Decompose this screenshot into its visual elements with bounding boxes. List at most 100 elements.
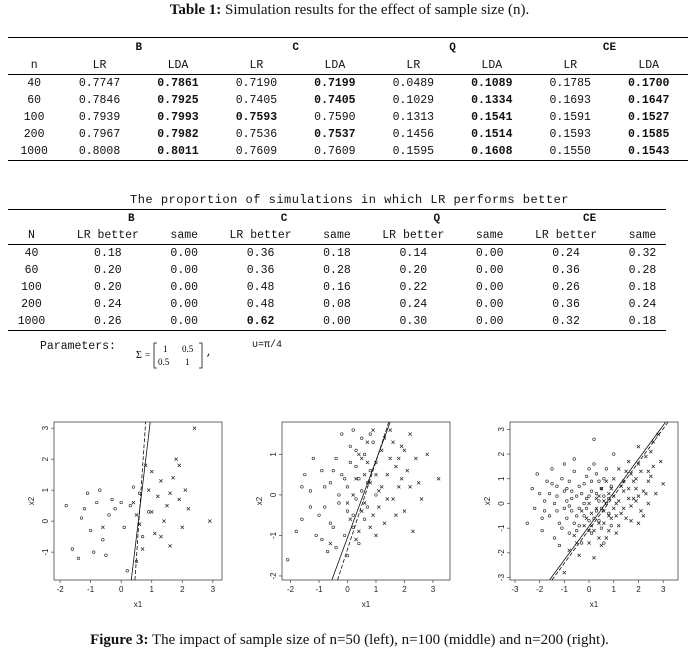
plot-frame <box>281 421 451 581</box>
data-point-cross <box>168 491 172 496</box>
data-point-cross <box>149 509 154 514</box>
lda-boundary-line <box>134 422 147 580</box>
data-point-circle <box>345 485 350 489</box>
data-point-cross <box>399 444 404 449</box>
data-point-circle <box>565 487 569 491</box>
scatter-plot-n200: -3 -2 -1 0 1 2 3 -3 -2 -1 0 1 2 3 x1 x2 <box>483 421 679 609</box>
data-point-cross <box>644 454 648 459</box>
data-point-circle <box>575 514 579 518</box>
x-tick-label: -1 <box>87 585 95 594</box>
table1: B C Q CE n LR LDA LR LDA LR LDA LR LDA 40 0.7747 0.7861… <box>8 37 688 161</box>
data-point-cross <box>396 484 401 489</box>
data-point-circle <box>308 489 313 493</box>
table-row: 1000 0.26 0.00 0.62 0.00 0.30 0.00 0.32 0.18 <box>8 313 666 331</box>
data-point-circle <box>345 509 350 513</box>
data-point-circle <box>323 485 327 489</box>
value-cell: 0.1585 <box>628 128 670 141</box>
data-point-circle <box>565 499 569 503</box>
value-cell: 0.14 <box>399 247 428 260</box>
data-point-circle <box>107 513 111 517</box>
table-row: 200 0.7967 0.7982 0.7536 0.7537 0.1456 0.1514 0… <box>8 126 688 143</box>
data-point-cross <box>425 452 430 457</box>
data-point-circle <box>557 543 562 548</box>
data-point-cross <box>376 505 381 509</box>
table1-label: Table 1: <box>169 2 222 18</box>
x-tick-label: 3 <box>431 585 436 594</box>
value-cell: 0.24 <box>628 298 657 311</box>
data-point-circle <box>119 500 123 505</box>
value-cell: 0.7536 <box>235 128 278 141</box>
data-point-circle <box>582 514 586 518</box>
value-cell: 0.26 <box>94 315 122 328</box>
data-point-cross <box>159 534 163 539</box>
column-header: same <box>170 229 199 242</box>
data-point-circle <box>320 469 324 473</box>
data-point-cross <box>379 484 384 489</box>
value-cell: 0.48 <box>246 281 275 294</box>
data-point-cross <box>177 463 182 468</box>
value-cell: 0.7609 <box>314 145 356 158</box>
data-point-circle <box>337 501 341 505</box>
data-point-circle <box>104 553 108 557</box>
data-point-cross <box>587 541 591 545</box>
table2: B C Q CE N LR better same LR better same LR bette… <box>8 209 666 331</box>
data-point-circle <box>594 491 599 496</box>
column-header: LR <box>249 59 264 72</box>
value-cell: 0.8011 <box>157 145 199 158</box>
data-point-cross <box>646 501 651 506</box>
x-tick-label: -3 <box>511 585 519 594</box>
data-point-circle <box>82 507 87 511</box>
data-point-cross <box>177 497 182 502</box>
column-header: LR better <box>76 229 139 242</box>
data-point-cross <box>408 484 412 489</box>
y-axis-label: x2 <box>27 496 36 505</box>
data-point-circle <box>582 501 586 506</box>
n-cell: 200 <box>21 298 42 311</box>
data-point-circle <box>567 479 571 483</box>
x-tick-label: -2 <box>536 585 544 594</box>
x-tick-label: 3 <box>661 585 666 594</box>
data-point-cross <box>611 476 616 481</box>
data-point-circle <box>343 477 347 481</box>
data-point-cross <box>382 521 387 526</box>
data-point-circle <box>311 456 315 461</box>
data-point-circle <box>348 444 352 448</box>
data-point-cross <box>374 472 378 477</box>
n-cell: 200 <box>23 128 45 141</box>
value-cell: 0.24 <box>399 298 428 311</box>
data-point-cross <box>646 479 651 484</box>
data-point-cross <box>631 496 636 501</box>
n-cell: 100 <box>21 281 42 294</box>
data-point-cross <box>362 501 367 505</box>
plot-frame <box>53 421 223 581</box>
data-point-circle <box>580 541 584 545</box>
data-point-circle <box>609 484 613 488</box>
y-axis-label: x2 <box>255 496 264 505</box>
data-point-cross <box>146 488 151 493</box>
data-point-cross <box>416 480 421 485</box>
x-tick-label: 2 <box>180 585 185 594</box>
data-point-circle <box>92 550 96 554</box>
data-point-circle <box>535 472 539 476</box>
y-tick-label: -2 <box>269 572 278 580</box>
data-point-cross <box>359 456 364 461</box>
value-cell: 0.36 <box>246 264 275 277</box>
data-point-circle <box>331 525 335 529</box>
data-point-circle <box>609 524 613 528</box>
data-point-cross <box>616 499 621 503</box>
value-cell: 0.00 <box>475 315 504 328</box>
data-point-cross <box>609 486 614 491</box>
value-cell: 0.1527 <box>628 111 670 124</box>
n-cell: 1000 <box>20 145 48 158</box>
data-point-circle <box>131 485 136 489</box>
data-point-circle <box>597 499 601 503</box>
data-point-circle <box>64 504 68 508</box>
column-header: LR <box>563 59 578 72</box>
lr-boundary-line <box>130 422 151 580</box>
data-point-circle <box>331 469 335 473</box>
y-tick-label: -1 <box>497 524 506 532</box>
figure3-caption: Figure 3: The impact of sample size of n… <box>0 632 699 649</box>
x-tick-label: -2 <box>287 585 295 594</box>
value-cell: 0.28 <box>323 264 351 277</box>
group-header: CE <box>602 41 617 54</box>
